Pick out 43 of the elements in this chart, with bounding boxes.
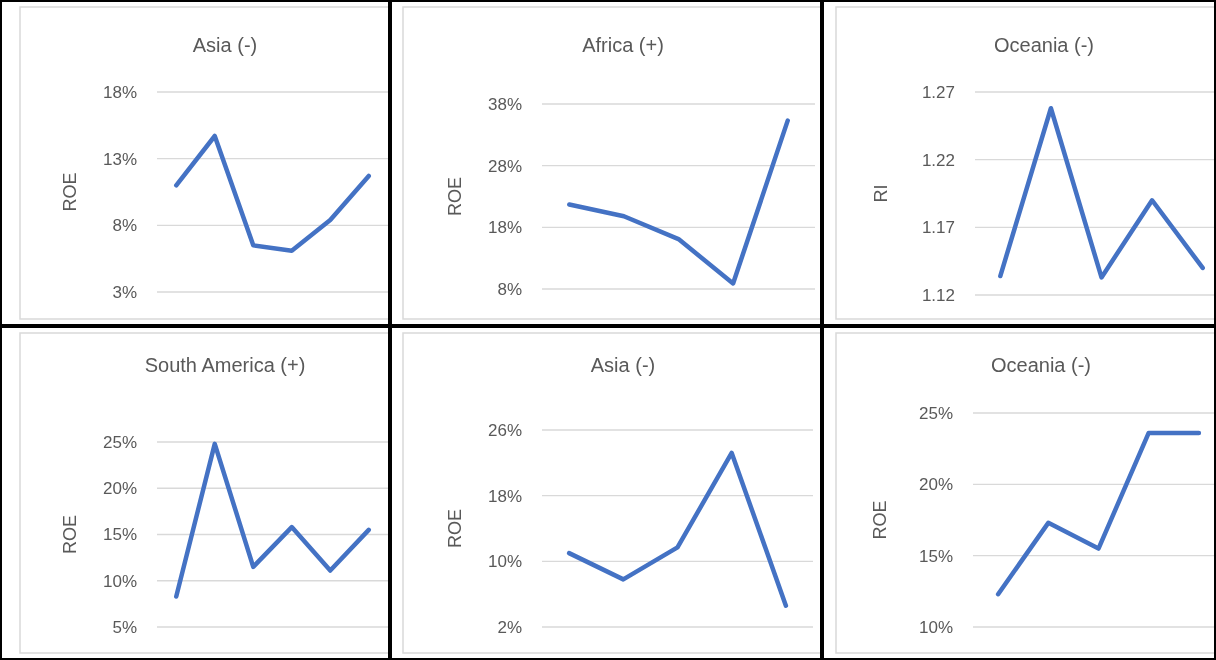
y-tick-label: 1.22 — [921, 150, 955, 170]
line-series — [995, 430, 1202, 597]
chart-title: Asia (-) — [192, 34, 258, 56]
y-tick-label: 25% — [102, 432, 137, 452]
y-tick-label: 13% — [102, 149, 137, 169]
y-tick-label: 28% — [487, 156, 522, 176]
chart-title: Oceania (-) — [990, 354, 1092, 376]
y-tick-label: 3% — [112, 282, 137, 302]
y-axis-title: ROE — [60, 514, 81, 555]
y-tick-label: 10% — [487, 552, 522, 572]
y-tick-label: 2% — [497, 617, 522, 637]
chart-title: South America (+) — [144, 354, 306, 376]
y-tick-label: 25% — [918, 403, 953, 423]
chart-title: Asia (-) — [590, 354, 656, 376]
y-tick-label: 5% — [112, 617, 137, 637]
y-tick-label: 8% — [112, 216, 137, 236]
chart-title: Oceania (-) — [993, 34, 1095, 56]
y-tick-label: 26% — [487, 420, 522, 440]
y-tick-label: 18% — [487, 218, 522, 238]
line-series — [566, 450, 789, 608]
y-tick-label: 15% — [102, 525, 137, 545]
y-axis-title: ROE — [445, 508, 466, 549]
y-axis-title: RI — [871, 184, 892, 203]
y-tick-label: 20% — [918, 475, 953, 495]
y-tick-label: 18% — [487, 486, 522, 506]
y-tick-label: 18% — [102, 82, 137, 102]
line-series — [174, 133, 371, 253]
y-tick-label: 20% — [102, 479, 137, 499]
y-tick-label: 1.27 — [921, 82, 955, 102]
y-tick-label: 10% — [102, 571, 137, 591]
y-tick-label: 38% — [487, 94, 522, 114]
y-tick-label: 10% — [918, 617, 953, 637]
y-tick-label: 15% — [918, 546, 953, 566]
y-tick-label: 8% — [497, 279, 522, 299]
chart-title: Africa (+) — [582, 34, 664, 56]
y-axis-title: ROE — [60, 172, 81, 212]
y-axis-title: ROE — [445, 176, 466, 217]
y-axis-title: ROE — [870, 500, 891, 540]
y-tick-label: 1.17 — [921, 218, 955, 238]
y-tick-label: 1.12 — [921, 285, 955, 305]
line-series — [174, 441, 371, 599]
line-series — [567, 118, 790, 286]
line-series — [998, 105, 1205, 280]
